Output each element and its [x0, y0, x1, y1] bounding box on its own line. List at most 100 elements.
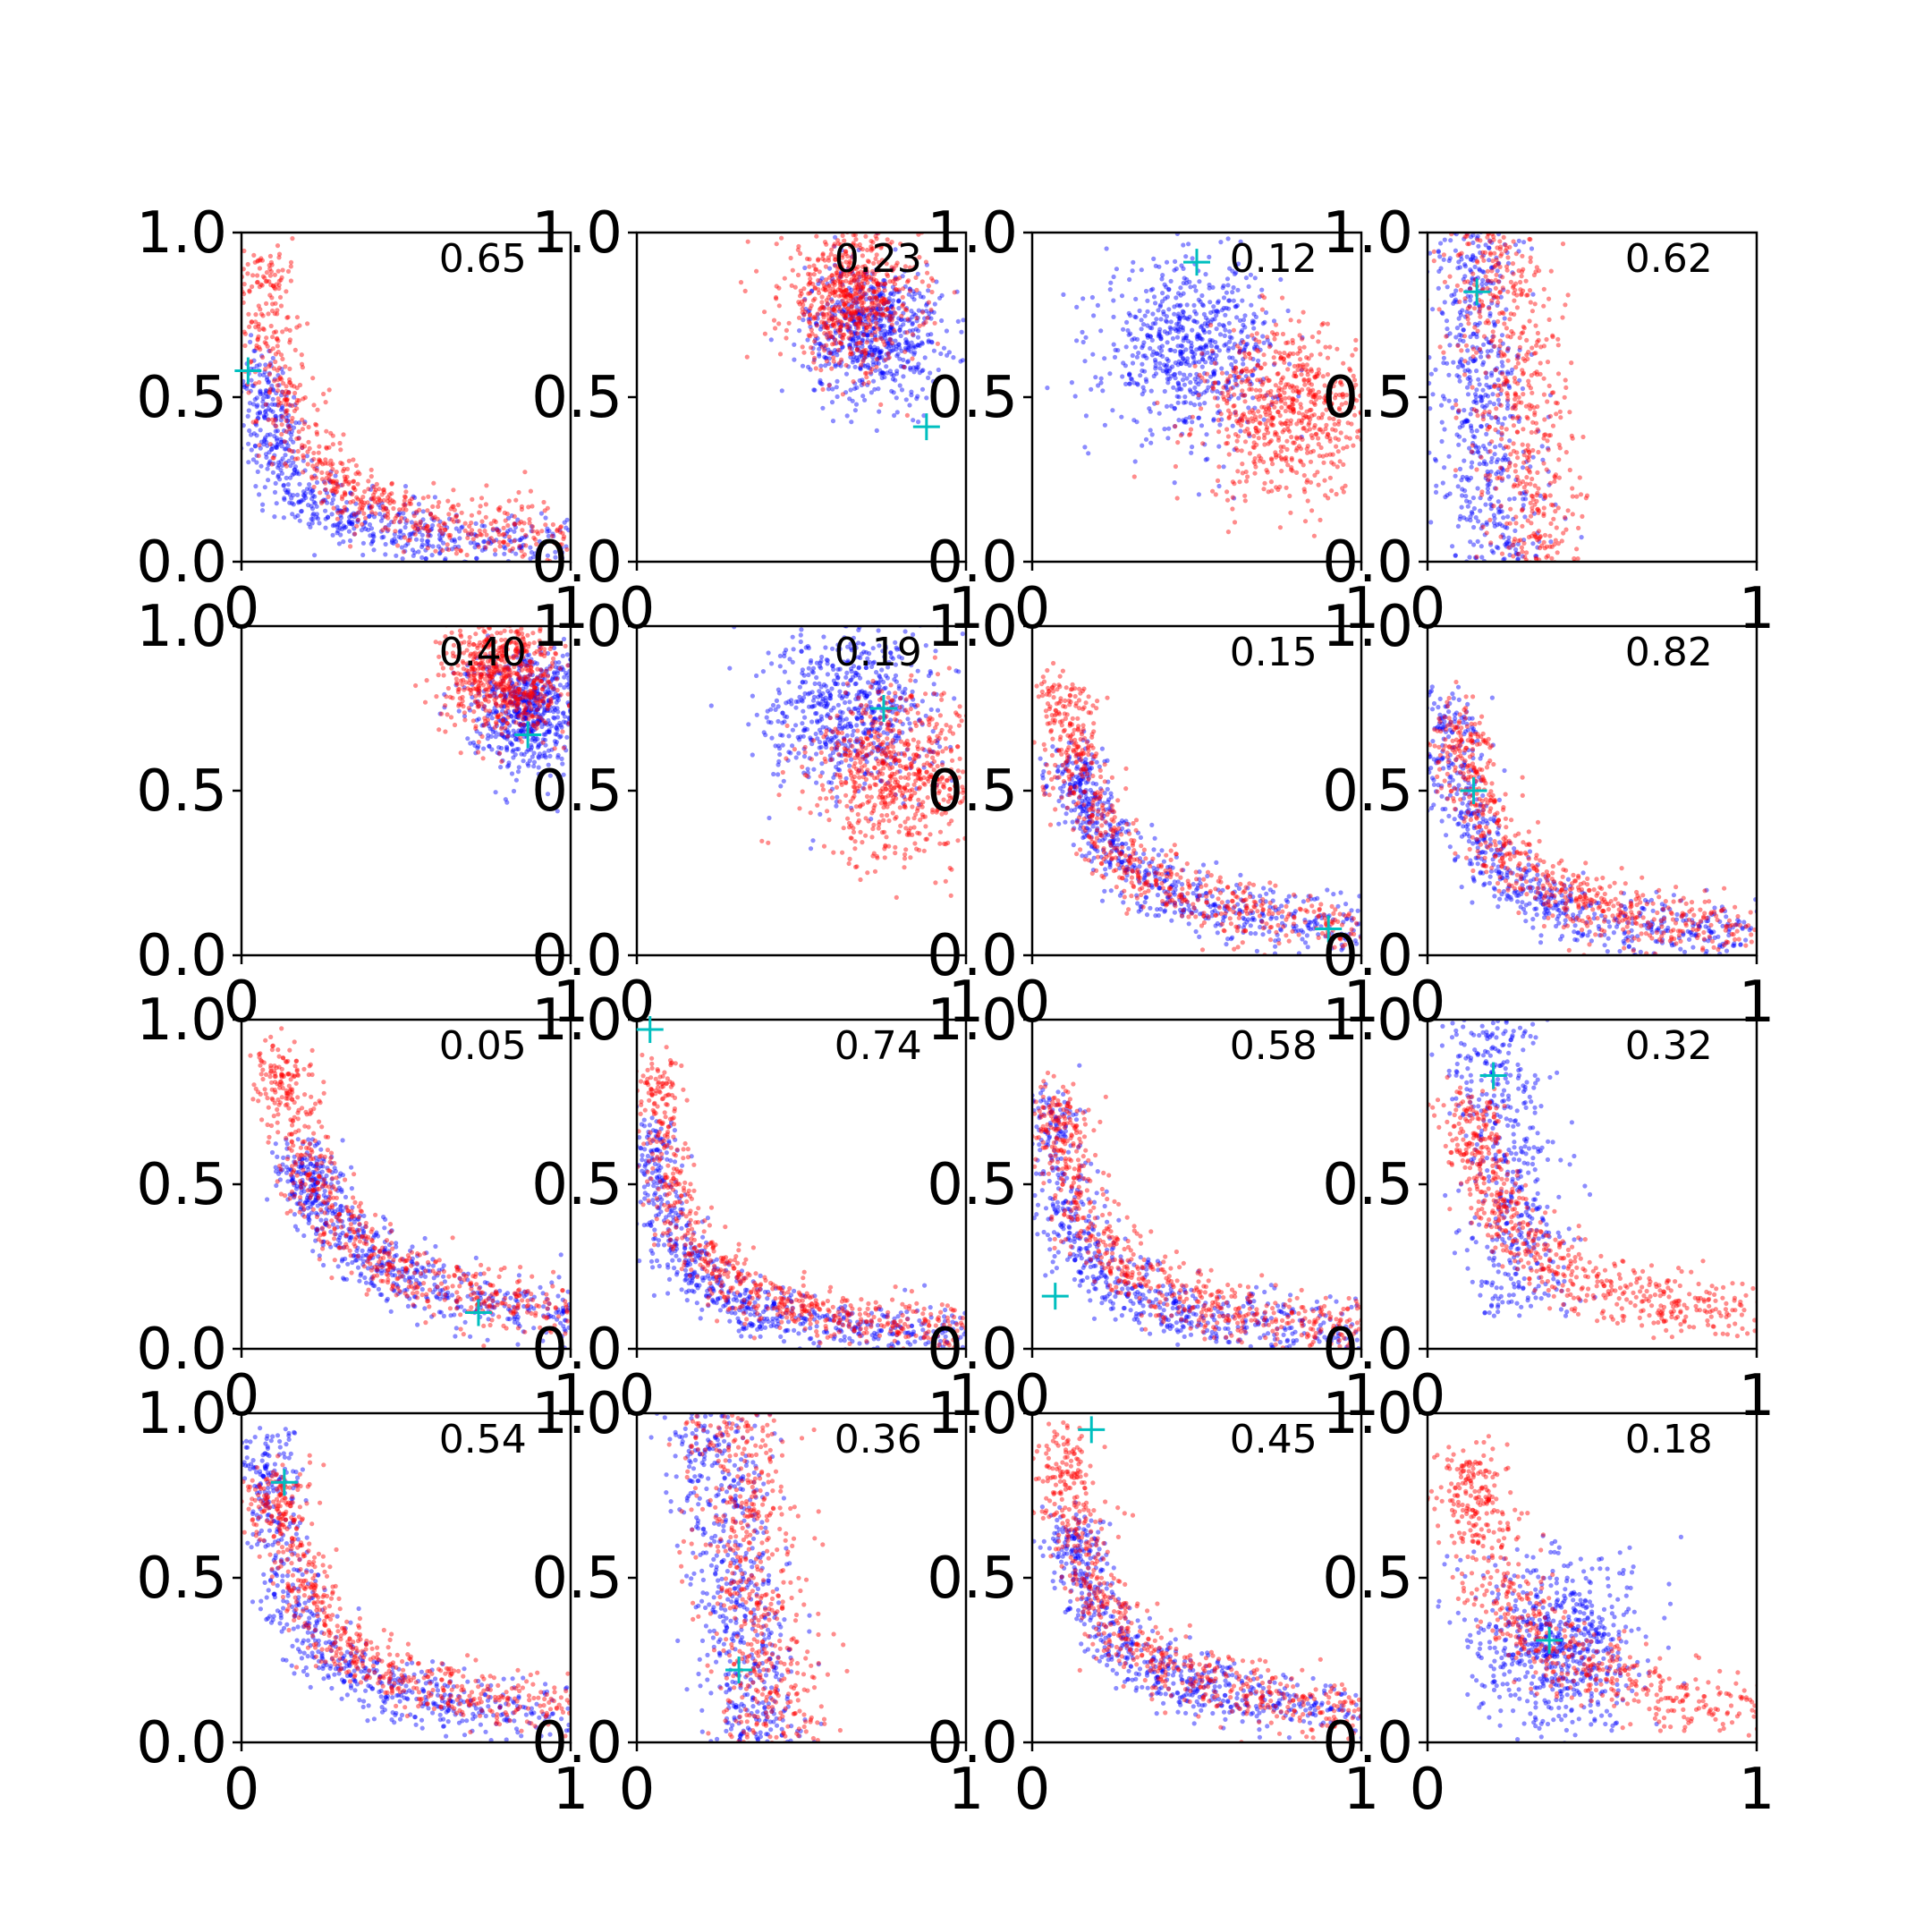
- data-point: [825, 301, 830, 307]
- data-point: [513, 563, 517, 567]
- data-point: [1178, 225, 1182, 230]
- data-point: [863, 308, 869, 313]
- data-point: [1464, 233, 1470, 239]
- data-point: [886, 299, 892, 304]
- data-point: [859, 382, 864, 388]
- data-point: [339, 527, 344, 532]
- data-point: [513, 497, 519, 503]
- data-point: [1236, 419, 1241, 424]
- data-point: [1178, 352, 1183, 357]
- data-point: [1507, 460, 1513, 465]
- data-point: [829, 400, 835, 405]
- data-point: [311, 456, 317, 462]
- data-point: [955, 318, 961, 324]
- data-point: [1464, 617, 1469, 622]
- data-point: [1108, 280, 1114, 285]
- data-point: [1481, 461, 1487, 467]
- data-point: [264, 394, 269, 400]
- data-point: [1521, 618, 1526, 623]
- data-point: [402, 503, 408, 508]
- data-point: [854, 385, 860, 390]
- data-point: [1194, 347, 1199, 352]
- data-point: [840, 233, 845, 238]
- data-point: [462, 528, 468, 533]
- data-point: [1534, 498, 1539, 504]
- data-point: [1265, 470, 1270, 475]
- data-point: [867, 295, 872, 301]
- data-point: [1491, 550, 1496, 555]
- data-point: [1253, 337, 1258, 343]
- data-point: [1488, 384, 1494, 390]
- data-point: [1492, 382, 1497, 387]
- data-point: [286, 429, 292, 435]
- data-point: [871, 326, 877, 332]
- data-point: [1219, 366, 1224, 371]
- data-point: [452, 537, 457, 542]
- data-point: [807, 280, 812, 286]
- data-point: [1192, 318, 1198, 324]
- data-point: [1495, 302, 1500, 308]
- data-point: [1291, 396, 1296, 402]
- data-point: [900, 303, 905, 309]
- data-point: [822, 346, 827, 352]
- data-point: [427, 528, 432, 533]
- data-point: [366, 487, 371, 492]
- data-point: [557, 525, 564, 530]
- data-point: [1479, 282, 1485, 287]
- data-point: [1268, 343, 1274, 348]
- data-point: [885, 273, 891, 279]
- data-point: [297, 420, 302, 426]
- data-point: [838, 288, 843, 293]
- data-point: [1467, 445, 1472, 451]
- data-point: [823, 264, 829, 269]
- data-point: [1156, 334, 1161, 339]
- data-point: [1183, 281, 1189, 286]
- data-point: [1234, 343, 1240, 349]
- data-point: [427, 543, 432, 548]
- data-point: [375, 500, 380, 505]
- data-point: [1479, 268, 1486, 275]
- data-point: [309, 506, 316, 512]
- data-point: [930, 378, 936, 384]
- data-point: [342, 507, 347, 513]
- data-point: [820, 304, 826, 309]
- data-point: [481, 539, 487, 545]
- data-point: [823, 287, 828, 293]
- data-point: [1213, 340, 1218, 345]
- data-point: [1278, 420, 1284, 426]
- data-point: [402, 535, 407, 540]
- data-point: [369, 512, 375, 517]
- data-point: [874, 268, 879, 274]
- data-point: [339, 482, 344, 488]
- data-point: [835, 327, 841, 333]
- data-point: [1216, 322, 1222, 327]
- data-point: [262, 414, 267, 419]
- data-point: [843, 390, 849, 395]
- data-point: [359, 528, 364, 533]
- data-point: [1175, 291, 1182, 296]
- data-point: [829, 247, 835, 252]
- data-point: [1239, 448, 1244, 453]
- data-point: [1462, 279, 1468, 284]
- data-point: [834, 270, 839, 275]
- data-point: [826, 258, 832, 263]
- data-point: [500, 571, 504, 575]
- data-point: [926, 339, 931, 344]
- data-point: [1298, 458, 1303, 463]
- data-point: [1532, 483, 1538, 488]
- data-point: [330, 479, 335, 485]
- data-point: [807, 311, 813, 318]
- data-point: [855, 335, 861, 340]
- data-point: [1474, 369, 1479, 374]
- data-point: [278, 413, 284, 419]
- data-point: [1226, 379, 1232, 385]
- data-point: [1514, 305, 1520, 310]
- data-point: [837, 285, 843, 291]
- data-point: [1492, 452, 1497, 457]
- data-point: [1278, 445, 1284, 450]
- data-point: [838, 340, 844, 345]
- data-point: [798, 288, 803, 293]
- data-point: [428, 511, 434, 517]
- data-point: [1219, 417, 1224, 422]
- data-point: [1230, 355, 1235, 360]
